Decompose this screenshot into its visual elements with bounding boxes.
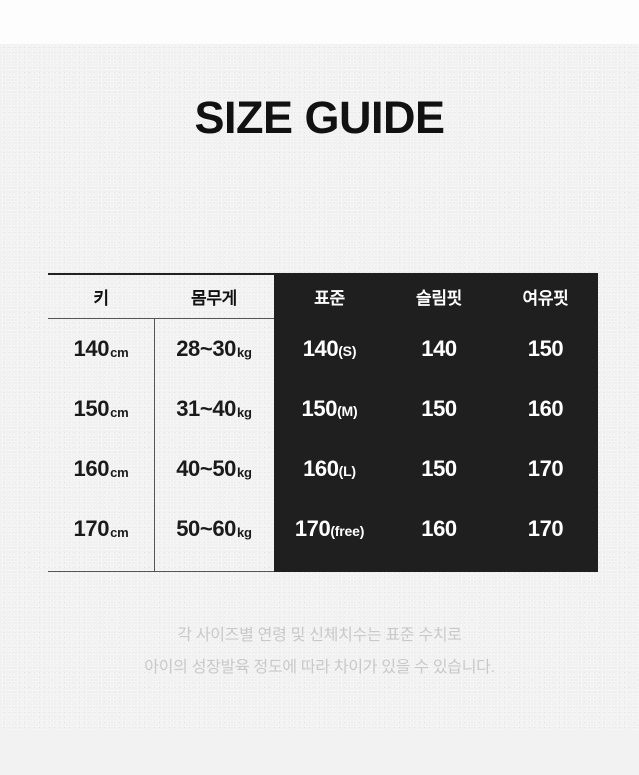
- height-value: 170: [73, 516, 110, 541]
- standard-value: 160: [303, 456, 339, 481]
- height-unit: cm: [110, 524, 129, 540]
- column-header-loose-fit: 여유핏: [522, 288, 569, 308]
- size-guide-table: 키 몸무게 표준 슬림핏 여유핏 140 cm 28~30 kg 140 (S) 14…: [48, 273, 598, 573]
- height-value: 160: [73, 456, 110, 481]
- standard-value: 140: [302, 336, 339, 361]
- footnote-line-2: 아이의 성장발육 정도에 따라 차이가 있을 수 있습니다.: [144, 659, 495, 676]
- weight-value: 28~30: [176, 336, 236, 361]
- weight-unit: kg: [237, 464, 252, 480]
- weight-unit: kg: [237, 404, 252, 420]
- weight-unit: kg: [237, 524, 252, 540]
- height-value: 150: [73, 396, 110, 421]
- table-row: 31~40 kg: [154, 379, 274, 439]
- weight-value: 31~40: [176, 396, 236, 421]
- table-header-rule: [48, 318, 274, 319]
- standard-size-label: (S): [338, 343, 357, 359]
- standard-size-label: (free): [330, 523, 365, 539]
- table-row: 160 cm: [48, 439, 154, 499]
- table-row: 170: [527, 456, 564, 481]
- page-title: SIZE GUIDE: [194, 92, 445, 143]
- table-row: 150 (M): [274, 379, 385, 439]
- fit-columns-panel: [274, 273, 598, 572]
- height-value: 140: [73, 336, 110, 361]
- table-row: 150 cm: [48, 379, 154, 439]
- standard-size-label: (M): [337, 403, 358, 419]
- table-bottom-rule: [48, 571, 274, 572]
- weight-value: 50~60: [176, 516, 236, 541]
- column-header-standard: 표준: [314, 288, 345, 308]
- column-header-slim-fit: 슬림핏: [415, 288, 463, 308]
- height-unit: cm: [110, 404, 129, 420]
- size-guide-footnote: 각 사이즈별 연령 및 신체치수는 표준 수치로 아이의 성장발육 정도에 따라…: [0, 620, 639, 684]
- table-row: 160: [527, 396, 564, 421]
- table-row: 160 (L): [274, 439, 385, 499]
- height-unit: cm: [110, 464, 129, 480]
- standard-size-label: (L): [338, 463, 356, 479]
- footnote-line-1: 각 사이즈별 연령 및 신체치수는 표준 수치로: [177, 627, 462, 644]
- table-row: 50~60 kg: [154, 499, 274, 559]
- table-column-divider: [154, 319, 155, 571]
- column-header-height: 키: [93, 288, 109, 308]
- table-row: 140 cm: [48, 319, 154, 379]
- table-row: 150: [421, 456, 457, 481]
- table-row: 170 cm: [48, 499, 154, 559]
- standard-value: 150: [301, 396, 338, 421]
- table-row: 150: [527, 336, 564, 361]
- column-header-weight: 몸무게: [190, 288, 238, 308]
- weight-unit: kg: [237, 344, 252, 360]
- table-row: 150: [421, 396, 457, 421]
- table-top-rule: [48, 273, 274, 275]
- table-row: 140 (S): [274, 319, 385, 379]
- table-row: 140: [421, 336, 457, 361]
- table-row: 170 (free): [274, 499, 385, 559]
- table-row: 160: [421, 516, 457, 541]
- table-row: 170: [527, 516, 564, 541]
- weight-value: 40~50: [176, 456, 236, 481]
- height-unit: cm: [110, 344, 129, 360]
- table-row: 28~30 kg: [154, 319, 274, 379]
- table-grid: 키 몸무게 표준 슬림핏 여유핏 140 cm 28~30 kg 140 (S) 14…: [48, 273, 598, 573]
- table-row: 40~50 kg: [154, 439, 274, 499]
- standard-value: 170: [294, 516, 331, 541]
